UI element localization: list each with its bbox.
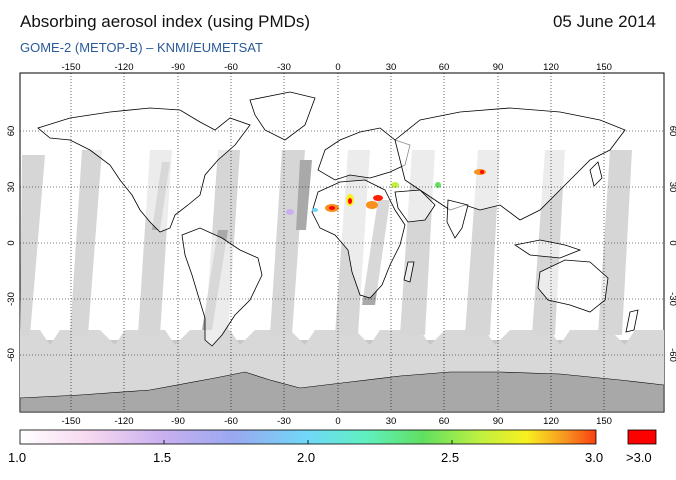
new-zealand <box>625 309 639 333</box>
north-america <box>37 107 251 233</box>
arabia <box>394 189 436 223</box>
lon-tick-label: -120 <box>114 62 133 73</box>
lon-tick-label: -90 <box>171 416 185 427</box>
lon-tick-label: 0 <box>335 62 340 73</box>
map-title: Absorbing aerosol index (using PMDs) <box>20 12 311 31</box>
lon-labels-bottom: -150 -120 -90 -60 -30 0 30 60 90 120 150 <box>61 416 611 427</box>
lat-tick-label: -30 <box>667 292 676 306</box>
lon-labels-top: -150 -120 -90 -60 -30 0 30 60 90 120 150 <box>61 62 611 73</box>
lon-tick-label: -60 <box>224 62 238 73</box>
lat-tick-label: -60 <box>667 348 676 362</box>
colorbar-label: 3.0 <box>585 450 604 465</box>
colorbar-overflow-swatch <box>627 429 657 445</box>
colorbar-overflow-label: >3.0 <box>626 450 652 465</box>
graticule <box>20 73 664 412</box>
lon-tick-label: 120 <box>543 416 559 427</box>
lat-tick-label: -60 <box>6 348 17 362</box>
subtitle: GOME-2 (METOP-B) – KNMI/EUMETSAT <box>20 40 263 55</box>
lon-tick-label: -30 <box>277 416 291 427</box>
greenland <box>249 91 316 141</box>
colorbar-label: 1.0 <box>8 450 27 465</box>
aerosol-hotspots <box>286 169 486 215</box>
lon-tick-label: -90 <box>171 62 185 73</box>
date-label: 05 June 2014 <box>552 12 656 31</box>
lon-tick-label: 0 <box>335 416 340 427</box>
lat-tick-label: 0 <box>6 240 17 245</box>
lat-tick-label: 0 <box>667 240 676 245</box>
colorbar-ticks <box>163 440 453 444</box>
lat-labels-right: 60 30 0 -30 -60 <box>667 126 676 362</box>
lon-tick-label: -60 <box>224 416 238 427</box>
lat-tick-label: 60 <box>6 126 17 137</box>
lat-tick-label: 60 <box>667 126 676 137</box>
lon-tick-label: -120 <box>114 416 133 427</box>
lat-tick-label: 30 <box>667 182 676 193</box>
lon-tick-label: 60 <box>439 62 450 73</box>
asia <box>394 107 626 221</box>
colorbar-label: 2.5 <box>441 450 460 465</box>
lat-tick-label: -30 <box>6 292 17 306</box>
japan <box>589 161 603 187</box>
colorbar-label: 2.0 <box>297 450 316 465</box>
lon-tick-label: 60 <box>439 416 450 427</box>
lon-tick-label: -150 <box>61 416 80 427</box>
southeast-asia-islands <box>513 239 582 259</box>
lon-tick-label: 90 <box>493 416 504 427</box>
colorbar-label: 1.5 <box>153 450 172 465</box>
lon-tick-label: -150 <box>61 62 80 73</box>
lon-tick-label: 150 <box>596 62 612 73</box>
lat-tick-label: 30 <box>6 182 17 193</box>
india <box>446 199 469 239</box>
lon-tick-label: 150 <box>596 416 612 427</box>
lon-tick-label: 120 <box>543 62 559 73</box>
continents <box>37 91 639 347</box>
antarctica <box>20 371 664 412</box>
lat-labels-left: 60 30 0 -30 -60 <box>6 126 17 362</box>
lon-tick-label: 90 <box>493 62 504 73</box>
lon-tick-label: -30 <box>277 62 291 73</box>
madagascar <box>403 261 415 283</box>
lon-tick-label: 30 <box>386 62 397 73</box>
lon-tick-label: 30 <box>386 416 397 427</box>
